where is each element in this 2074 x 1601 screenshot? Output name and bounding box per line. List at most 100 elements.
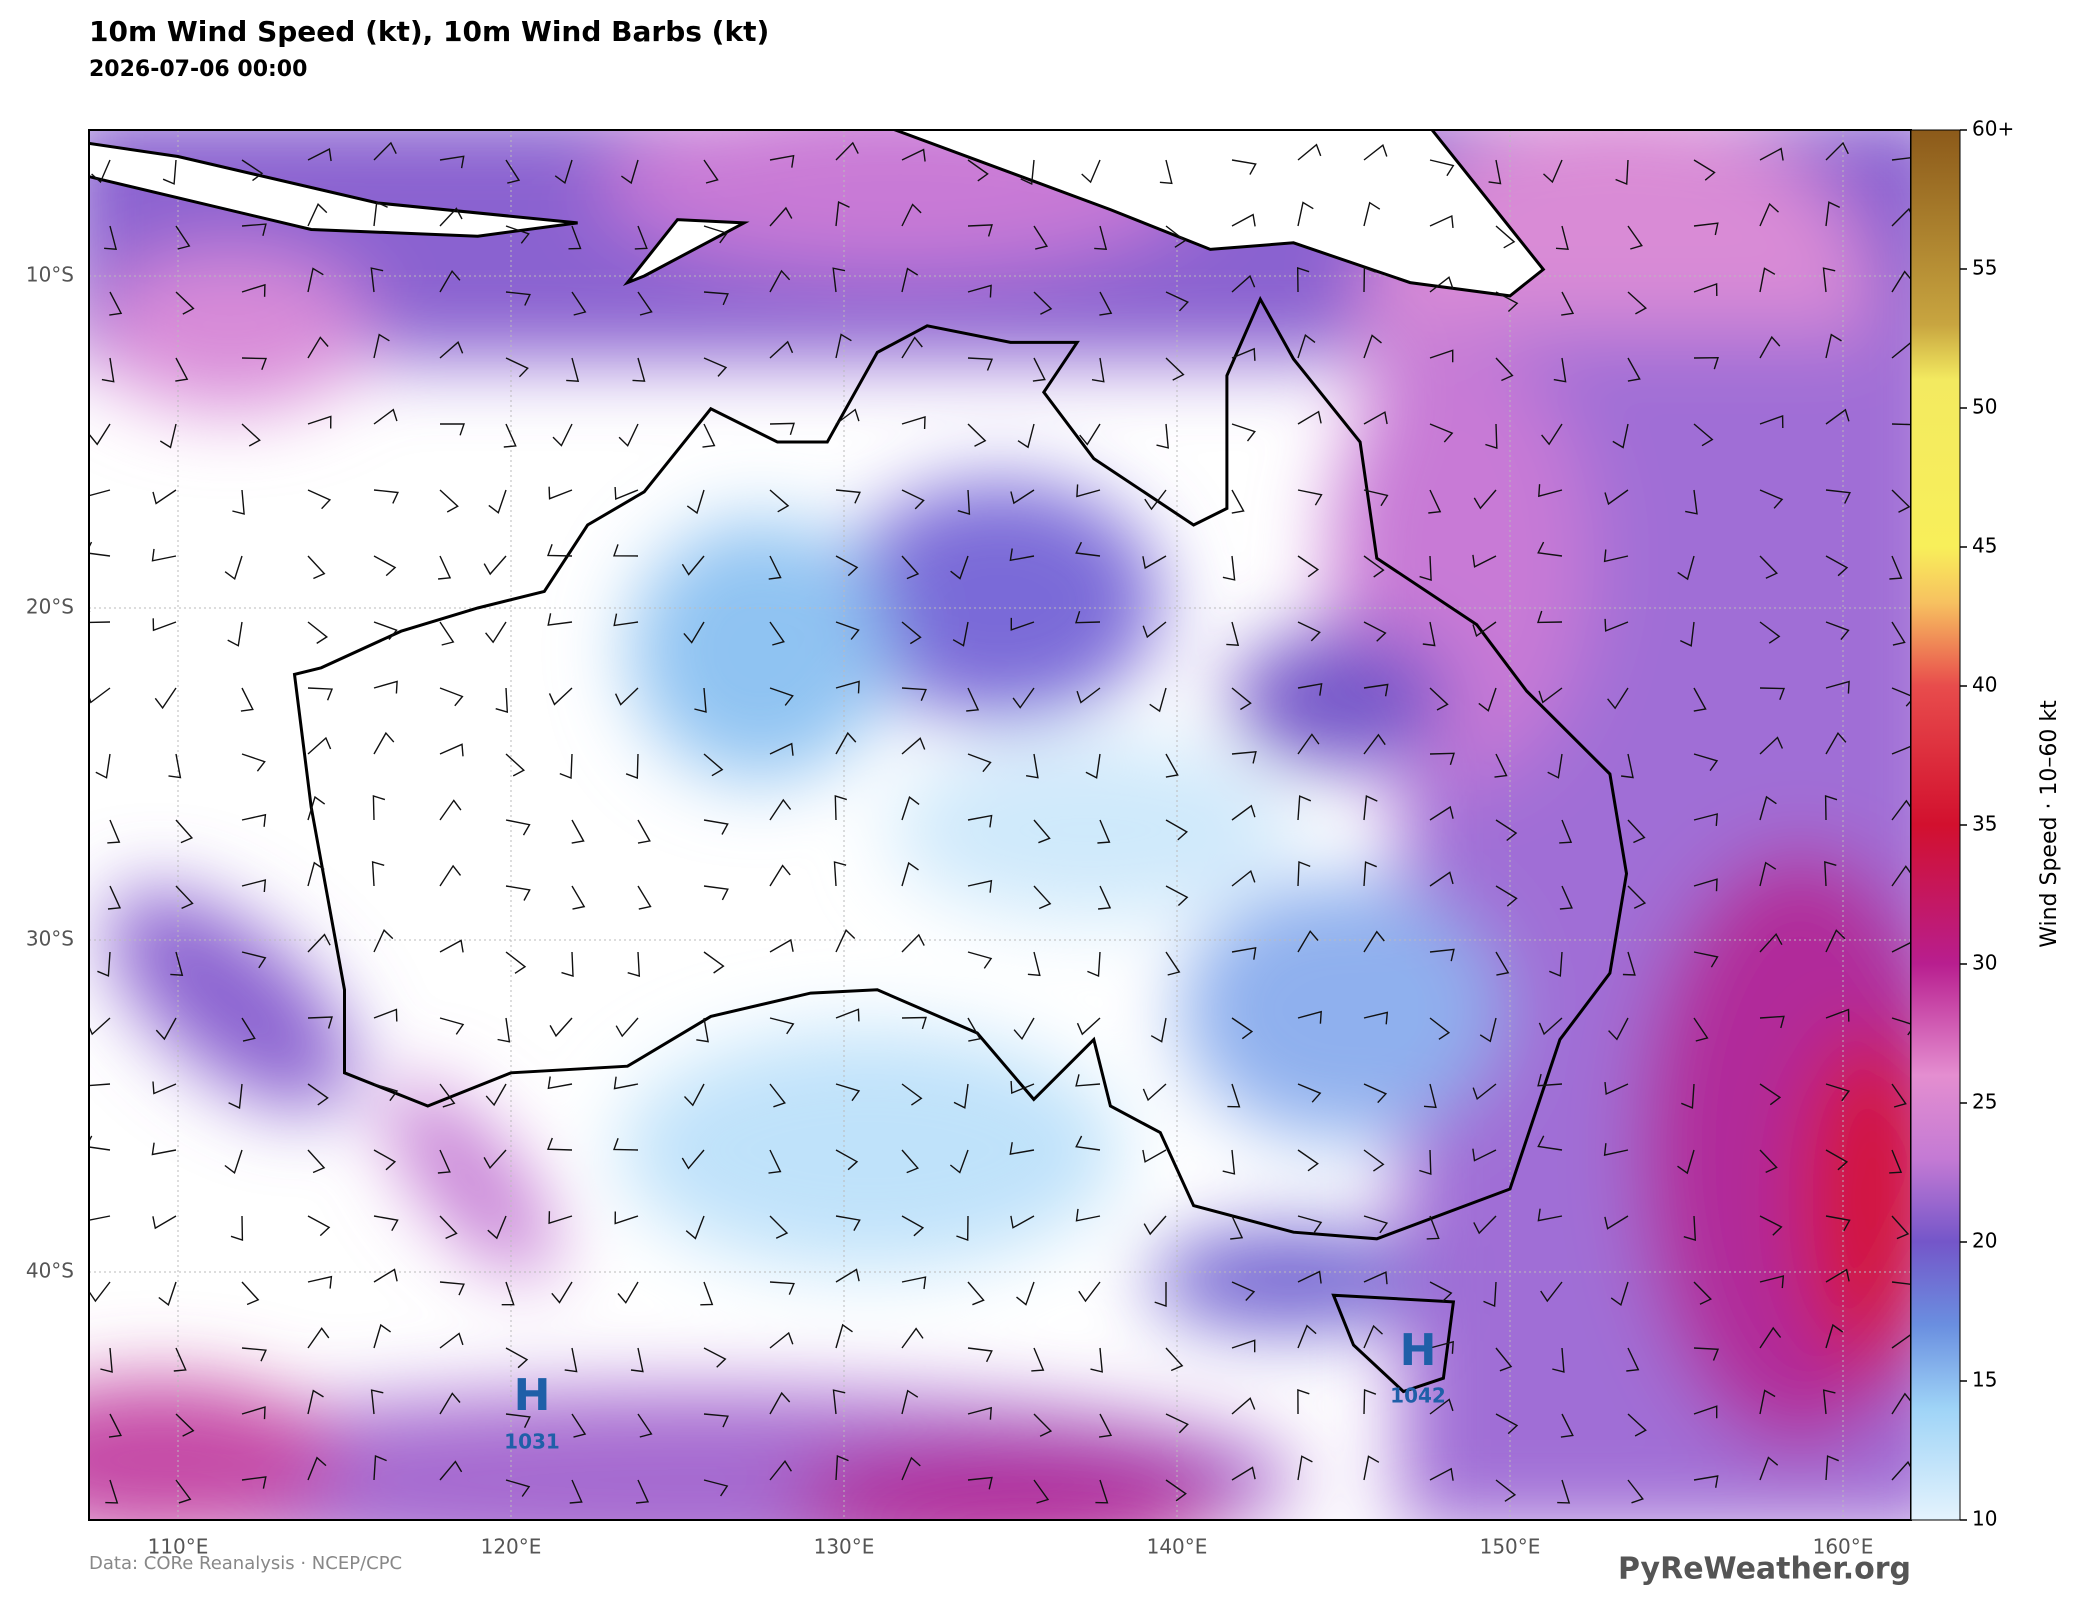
- wind-barb: [769, 1083, 786, 1108]
- wind-barb: [1033, 291, 1053, 315]
- wind-barb: [227, 621, 243, 647]
- wind-barb: [373, 1323, 392, 1349]
- wind-barb: [1555, 225, 1569, 250]
- high-pressure: 1031: [504, 1430, 560, 1454]
- wind-barb: [683, 621, 705, 644]
- wind-barb: [439, 1332, 464, 1349]
- wind-barb: [241, 357, 268, 371]
- wind-barb: [1627, 819, 1646, 844]
- wind-barb: [175, 1413, 195, 1437]
- wind-barb: [1159, 159, 1173, 185]
- wind-barb: [485, 1083, 507, 1107]
- wind-barb: [1626, 1347, 1640, 1372]
- wind-barb: [1889, 555, 1903, 580]
- wind-barb: [505, 819, 531, 836]
- wind-barb: [1429, 1281, 1453, 1302]
- wind-barb: [370, 267, 384, 293]
- colorbar-tick-label: 25: [1972, 1090, 1997, 1114]
- wind-barb: [1165, 1479, 1187, 1502]
- colorbar-tick-label: 60+: [1972, 117, 2014, 141]
- wind-barb: [835, 1149, 859, 1171]
- wind-barb: [1075, 1135, 1101, 1151]
- wind-barb: [769, 489, 790, 513]
- wind-barb: [307, 795, 326, 821]
- wind-barb: [152, 618, 177, 632]
- wind-barb: [439, 341, 464, 359]
- wind-barb: [1429, 1467, 1454, 1481]
- wind-barb: [703, 1413, 729, 1428]
- colorbar-tick-label: 55: [1972, 256, 1997, 280]
- wind-barb: [1759, 1215, 1783, 1236]
- wind-barb: [1297, 1389, 1310, 1415]
- wind-barb: [1142, 1149, 1167, 1163]
- wind-barb: [1472, 1148, 1497, 1162]
- wind-barb: [1297, 410, 1322, 425]
- wind-barb: [1537, 541, 1563, 557]
- wind-barb: [373, 621, 398, 640]
- wind-barb: [1693, 283, 1718, 297]
- wind-barb: [1541, 423, 1563, 446]
- wind-barb: [1825, 1455, 1839, 1481]
- wind-barb: [1627, 885, 1647, 909]
- wind-barb: [1891, 1333, 1911, 1349]
- wind-barb: [769, 687, 794, 706]
- wind-barb: [1479, 1017, 1497, 1043]
- lat-labels: 10°S 20°S 30°S 40°S: [26, 263, 74, 1283]
- wind-barb: [1013, 1017, 1035, 1041]
- wind-barb: [1363, 1324, 1383, 1349]
- wind-barb: [107, 885, 122, 910]
- wind-barb: [1429, 687, 1449, 711]
- wind-barb: [307, 267, 324, 293]
- wind-barb: [901, 1083, 923, 1106]
- wind-barb: [1557, 1479, 1571, 1504]
- wind-barb: [1297, 1149, 1319, 1172]
- wind-barb: [373, 141, 397, 161]
- wind-barb: [1889, 1149, 1903, 1174]
- wind-barb: [95, 753, 111, 779]
- wind-barb: [1075, 1208, 1101, 1222]
- wind-barb: [637, 1413, 653, 1438]
- wind-barb: [1025, 753, 1039, 779]
- wind-barb: [613, 613, 639, 627]
- wind-barb: [1087, 951, 1101, 978]
- wind-barb: [967, 879, 993, 893]
- wind-barb: [967, 1281, 985, 1306]
- wind-barb: [1426, 1215, 1440, 1240]
- wind-barb: [1825, 1323, 1844, 1349]
- wind-barb: [1142, 1083, 1167, 1102]
- wind-barb: [901, 489, 925, 510]
- wind-barb: [307, 1456, 327, 1481]
- wind-barb: [241, 813, 267, 827]
- wind-barb: [1603, 1143, 1629, 1156]
- wind-barb: [1495, 1479, 1517, 1502]
- wind-barb: [835, 621, 860, 640]
- wind-barb: [967, 753, 992, 773]
- high-symbol: H: [1400, 1325, 1437, 1376]
- wind-barb: [835, 489, 861, 504]
- wind-barb: [439, 269, 461, 293]
- wind-barb: [152, 1215, 177, 1230]
- wind-barb: [901, 861, 919, 887]
- wind-barb: [230, 1215, 244, 1241]
- wind-barb: [224, 555, 243, 581]
- wind-barb: [559, 753, 573, 780]
- wind-barb: [1222, 1149, 1236, 1175]
- wind-barb: [1759, 1389, 1776, 1415]
- wind-barb: [1610, 1281, 1629, 1307]
- wind-barb: [1552, 1347, 1565, 1373]
- lat-label: 20°S: [26, 595, 74, 619]
- wind-barb: [769, 1017, 795, 1035]
- wind-barb: [967, 159, 989, 182]
- wind-barb: [439, 155, 465, 169]
- wind-barb: [1231, 1017, 1254, 1040]
- wind-barb: [769, 1215, 789, 1239]
- colorbar-tick-label: 15: [1972, 1368, 1997, 1392]
- wind-barb: [1076, 484, 1101, 498]
- wind-barb: [1488, 159, 1502, 185]
- wind-barb: [1095, 1479, 1109, 1504]
- colorbar-ticks: 10 15 20 25 30 35 40 45 50 55 60+: [1960, 117, 2014, 1531]
- wind-barb: [1603, 549, 1629, 563]
- wind-barb: [307, 203, 328, 227]
- wind-barb: [1825, 680, 1850, 694]
- wind-barb: [438, 555, 452, 580]
